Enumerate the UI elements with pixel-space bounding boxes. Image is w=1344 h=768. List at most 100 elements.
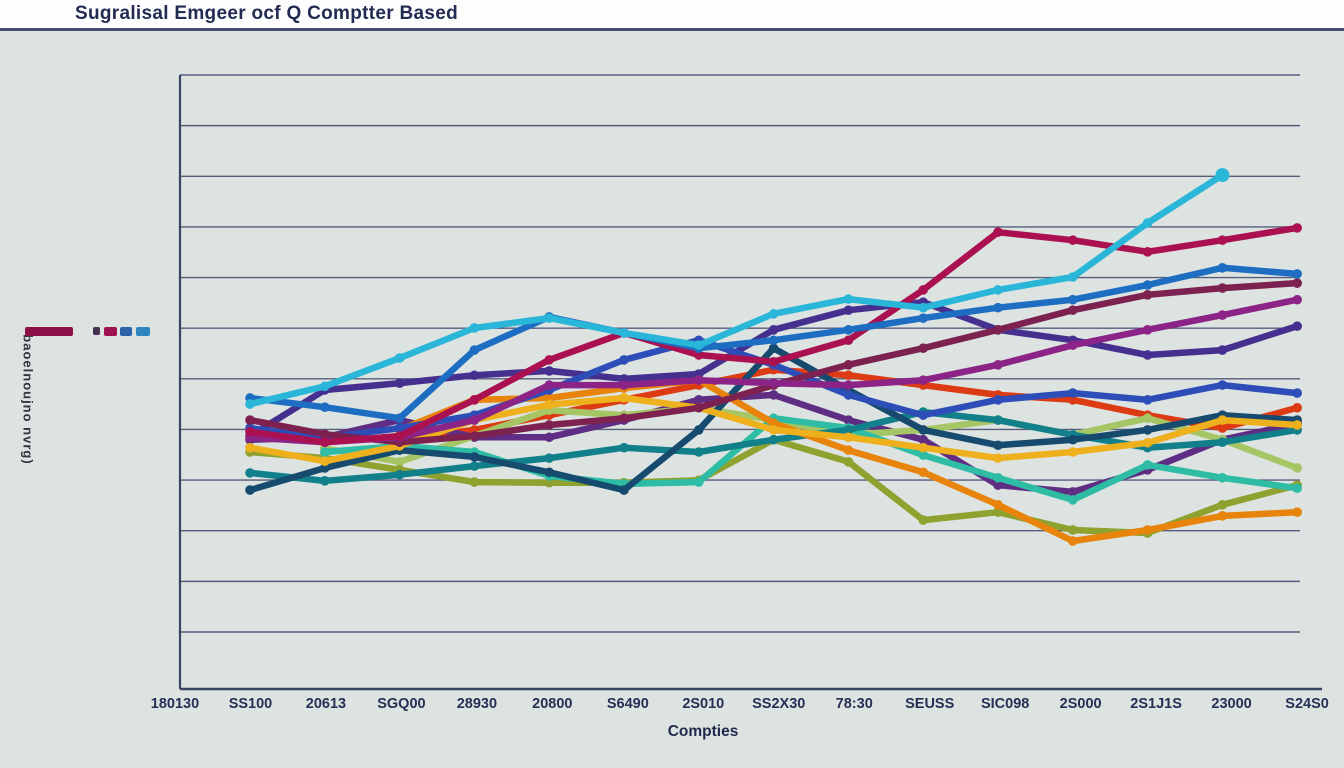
series-marker-teal: [768, 434, 779, 445]
series-marker-amber: [1217, 415, 1228, 425]
series-marker-crimson: [469, 395, 480, 405]
series-marker-crimson: [918, 285, 928, 295]
series-line-cyan: [246, 171, 1226, 408]
x-tick-label: SGQ00: [377, 696, 426, 712]
series-line-turquoise: [321, 414, 1301, 504]
series-marker-turquoise: [1142, 460, 1153, 470]
x-tick-label: 2S010: [682, 696, 725, 712]
series-marker-turquoise: [918, 450, 928, 460]
series-marker-turquoise: [993, 472, 1003, 483]
series-marker-darkviolet: [544, 432, 554, 443]
series-marker-royal: [394, 423, 405, 433]
series-marker-amber: [1292, 420, 1302, 430]
series-marker-azure: [394, 413, 405, 424]
series-marker-crimson: [768, 356, 779, 367]
series-marker-indigo: [843, 305, 854, 315]
series-marker-amber: [843, 432, 854, 443]
series-marker-crimson: [694, 350, 704, 360]
series-marker-maroon: [1142, 290, 1153, 300]
series-marker-maroon: [993, 325, 1003, 335]
series-marker-turquoise: [320, 447, 330, 457]
series-marker-crimson: [394, 431, 405, 441]
series-marker-azure: [320, 402, 330, 412]
series-marker-crimson: [1068, 235, 1078, 245]
x-tick-label: 28930: [456, 696, 498, 712]
series-marker-lightgreen: [394, 457, 405, 467]
x-tick-label: SS100: [228, 696, 273, 712]
series-marker-darkslate: [469, 452, 480, 462]
series-marker-amber: [1142, 437, 1153, 448]
series-marker-olive: [1068, 525, 1078, 535]
series-marker-olive: [843, 457, 854, 467]
series-marker-teal: [320, 476, 330, 486]
series-marker-purple: [918, 375, 928, 385]
series-marker-cyan: [320, 381, 330, 392]
legend-swatch-dash-dot-3: [120, 327, 132, 336]
page-title: Sugralisal Emgeer ocf Q Comptter Based: [75, 3, 459, 24]
series-marker-olive: [544, 477, 554, 488]
series-marker-cyan: [694, 340, 704, 350]
series-marker-amber: [544, 399, 554, 410]
x-axis-title: Compties: [667, 723, 739, 740]
x-tick-label: 78:30: [835, 696, 873, 712]
series-marker-orange: [1142, 525, 1153, 535]
x-tick-label: 20800: [532, 696, 573, 712]
series-marker-darkslate: [918, 425, 928, 435]
x-tick-label: 2S000: [1059, 696, 1102, 712]
series-marker-crimson: [1217, 235, 1228, 245]
series-marker-azure: [1142, 280, 1153, 290]
series-marker-maroon: [843, 360, 854, 370]
series-marker-cyan: [918, 302, 928, 313]
series-marker-darkviolet: [1068, 487, 1078, 497]
series-marker-royal: [1142, 395, 1153, 405]
series-marker-teal: [394, 469, 405, 480]
series-marker-crimson: [993, 227, 1003, 237]
series-marker-azure: [918, 313, 928, 323]
series-marker-darkviolet: [768, 390, 779, 400]
series-marker-royal: [918, 410, 928, 420]
series-marker-red: [1217, 423, 1228, 433]
series-marker-darkslate: [1068, 434, 1078, 445]
series-marker-darkslate: [993, 440, 1003, 451]
x-tick-label: SS2X30: [752, 696, 806, 712]
series-marker-amber: [768, 425, 779, 435]
series-marker-royal: [619, 355, 629, 365]
series-marker-teal: [245, 468, 255, 478]
x-axis-ticks: 180130 SS100 20613 SGQ00 28930 20800 S6490 2S01…: [0, 696, 1344, 716]
series-marker-red: [1292, 402, 1302, 413]
series-marker-cyan: [1142, 218, 1153, 228]
x-tick-label: SEUSS: [905, 696, 955, 712]
series-marker-darkslate: [544, 467, 554, 478]
series-marker-azure: [1292, 269, 1302, 279]
series-marker-indigo: [768, 325, 779, 335]
series-marker-purple: [619, 380, 629, 390]
series-marker-amber: [320, 456, 330, 467]
series-marker-purple: [843, 380, 854, 390]
series-marker-lightgreen: [1142, 413, 1153, 424]
series-marker-indigo: [544, 366, 554, 376]
series-marker-cyan: [1215, 168, 1230, 183]
x-tick-label: SIC098: [980, 696, 1030, 712]
series-marker-red: [1068, 395, 1078, 405]
series-marker-cyan: [619, 328, 629, 338]
series-marker-crimson: [1292, 223, 1302, 233]
series-marker-turquoise: [1292, 483, 1302, 494]
series-marker-darkslate: [1142, 425, 1153, 435]
series-marker-azure: [1217, 262, 1228, 273]
series-marker-turquoise: [1217, 472, 1228, 483]
series-marker-azure: [843, 325, 854, 335]
legend-swatch-dash-dot-1: [93, 327, 100, 335]
series-marker-teal: [993, 415, 1003, 425]
series-marker-crimson: [544, 355, 554, 365]
title-bar: Sugralisal Emgeer ocf Q Comptter Based: [0, 0, 1344, 31]
series-marker-darkslate: [245, 485, 255, 495]
series-marker-purple: [1142, 325, 1153, 335]
series-marker-darkslate: [619, 485, 629, 495]
series-marker-cyan: [544, 313, 554, 323]
series-marker-olive: [469, 477, 480, 487]
series-marker-red: [843, 370, 854, 381]
series-marker-indigo: [1217, 345, 1228, 355]
legend: [25, 327, 155, 339]
x-tick-label: 2S1J1S: [1130, 696, 1182, 712]
series-marker-maroon: [544, 420, 554, 430]
